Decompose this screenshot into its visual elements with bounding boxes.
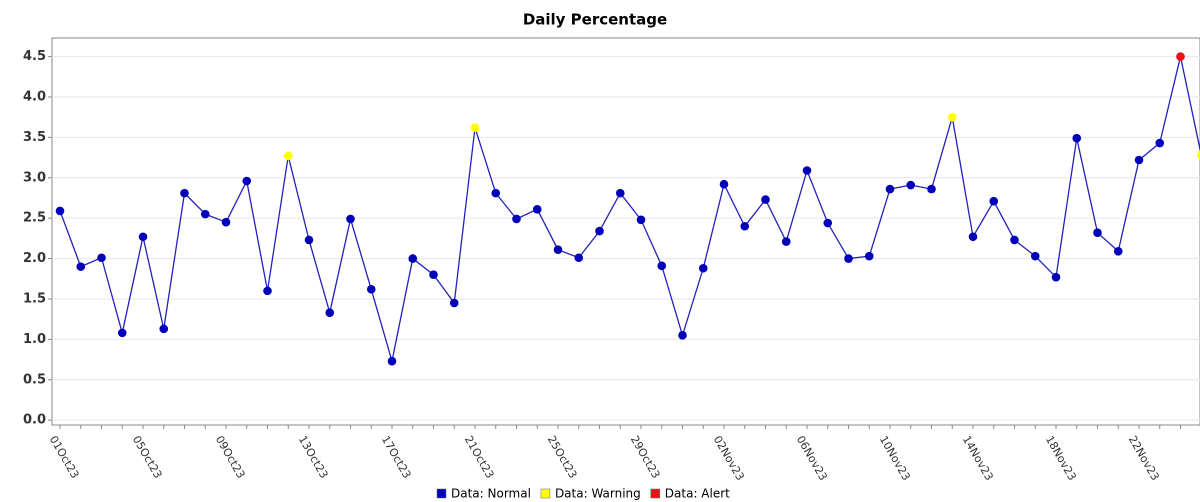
data-point [1176, 52, 1185, 61]
data-point [200, 209, 210, 219]
y-tick-label: 1.5 [23, 291, 46, 306]
data-point [180, 188, 189, 198]
data-point [366, 284, 376, 294]
legend-swatch [650, 488, 661, 499]
x-tick-label: 09Oct23 [213, 434, 248, 481]
data-point [781, 237, 791, 246]
plot-area [51, 37, 1200, 426]
y-tick-label: 0.0 [23, 413, 46, 428]
legend-label: Data: Normal [451, 487, 531, 501]
y-tick-label: 4.5 [23, 49, 46, 64]
data-point [802, 166, 812, 175]
data-point [1072, 133, 1082, 143]
x-tick-label: 29Oct23 [628, 434, 663, 481]
data-point [263, 286, 272, 296]
data-point [1010, 235, 1019, 245]
data-point [989, 196, 999, 206]
data-point [1030, 251, 1040, 261]
data-point [117, 328, 127, 338]
x-tick-label: 14Nov23 [960, 434, 996, 483]
data-point [221, 217, 231, 227]
data-point [387, 356, 397, 366]
data-point [615, 188, 625, 198]
data-point [885, 184, 895, 194]
data-point [470, 123, 480, 132]
y-tick-label: 0.5 [23, 372, 46, 387]
data-point [968, 232, 978, 242]
data-point [532, 204, 542, 214]
x-tick-label: 22Nov23 [1126, 434, 1162, 483]
data-point [449, 298, 459, 308]
data-point [678, 331, 687, 340]
data-point [325, 308, 335, 317]
data-point [636, 215, 646, 225]
data-point [657, 261, 667, 271]
legend-swatch [540, 488, 551, 499]
data-point [698, 263, 708, 273]
data-point [927, 184, 936, 194]
data-point [574, 253, 584, 263]
data-point [553, 245, 563, 254]
x-tick-label: 02Nov23 [711, 434, 747, 483]
data-point [761, 195, 770, 204]
data-point [138, 232, 148, 242]
data-point [1196, 151, 1200, 160]
data-point [429, 270, 438, 280]
data-point [512, 214, 521, 224]
data-point [1134, 155, 1144, 165]
y-tick-label: 2.0 [23, 251, 46, 266]
x-tick-label: 05Oct23 [130, 434, 165, 481]
data-point [864, 251, 874, 261]
data-point [283, 151, 293, 161]
data-point [304, 235, 314, 245]
x-tick-label: 10Nov23 [877, 434, 913, 483]
data-point [1093, 228, 1102, 238]
legend-swatch [436, 488, 447, 499]
data-point [159, 324, 169, 334]
x-tick-label: 01Oct23 [47, 434, 82, 481]
x-tick-label: 18Nov23 [1043, 434, 1079, 483]
data-line [59, 56, 1200, 362]
data-point [242, 176, 252, 186]
data-point [823, 218, 833, 228]
x-tick-label: 21Oct23 [462, 434, 497, 481]
data-point [595, 226, 604, 236]
data-point [1155, 138, 1165, 148]
data-point [491, 188, 501, 198]
data-point [97, 253, 106, 263]
chart-title: Daily Percentage [523, 11, 667, 29]
legend-label: Data: Alert [665, 487, 730, 501]
data-point [408, 254, 418, 263]
y-tick-label: 1.0 [23, 332, 46, 347]
x-tick-label: 06Nov23 [794, 434, 830, 483]
data-point [947, 112, 957, 122]
y-tick-label: 2.5 [23, 211, 46, 226]
data-point [1051, 272, 1061, 282]
data-point [76, 262, 86, 271]
data-point [906, 180, 916, 190]
data-point [844, 254, 853, 263]
x-tick-label: 13Oct23 [296, 434, 331, 481]
data-point [1113, 246, 1123, 256]
data-point [55, 206, 65, 216]
legend-label: Data: Warning [555, 487, 641, 501]
y-tick-label: 3.5 [23, 130, 46, 145]
data-point [346, 214, 355, 224]
y-tick-label: 3.0 [23, 170, 46, 185]
data-point [719, 179, 729, 189]
data-point [740, 221, 750, 231]
x-tick-label: 25Oct23 [545, 434, 580, 481]
y-tick-label: 4.0 [23, 89, 46, 104]
x-tick-label: 17Oct23 [379, 434, 414, 481]
